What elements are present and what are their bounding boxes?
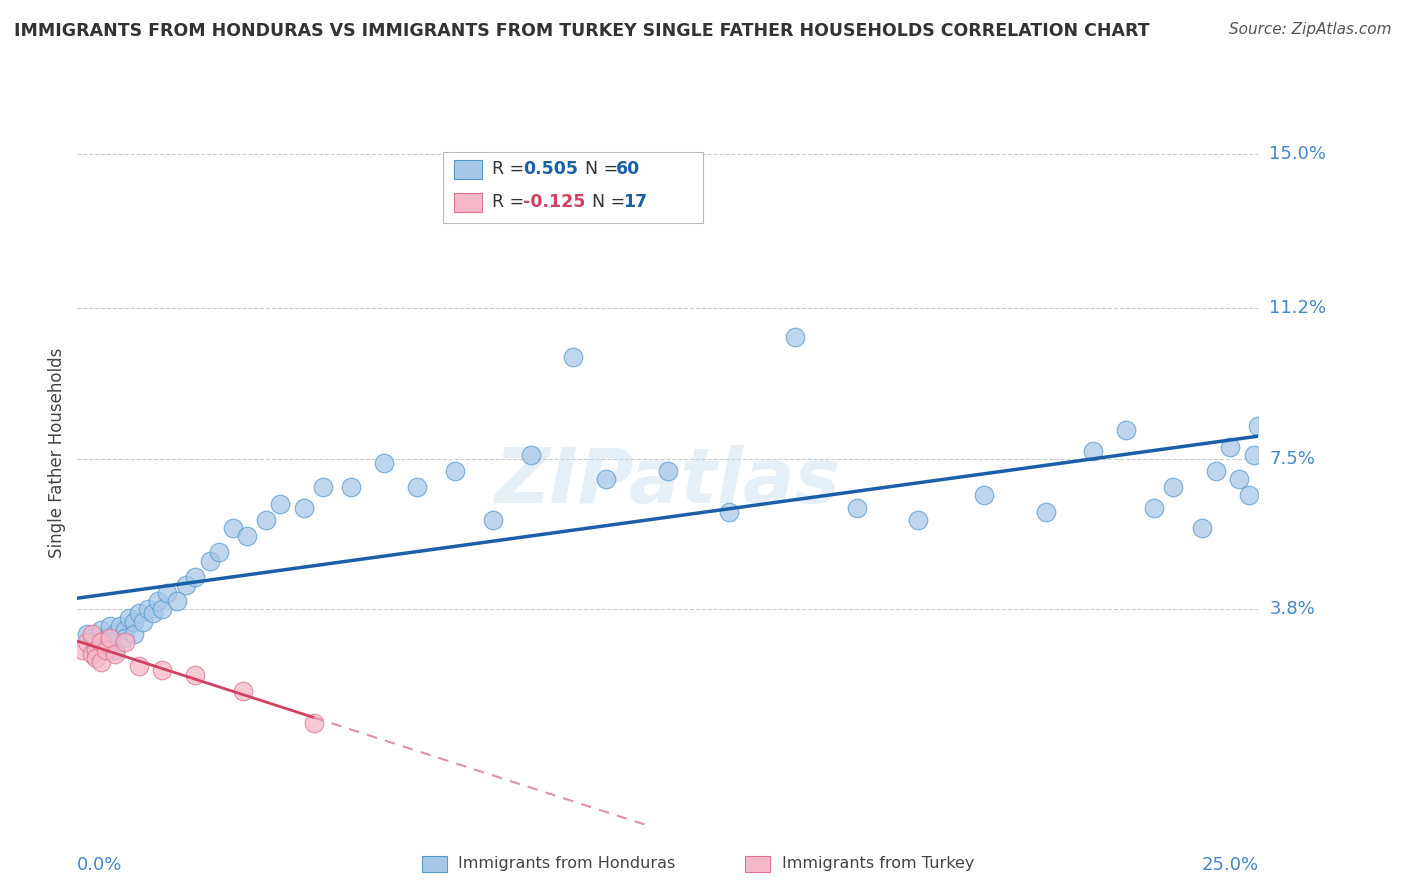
- Point: [208, 545, 231, 559]
- Point: [142, 607, 165, 621]
- Y-axis label: Single Father Households: Single Father Households: [48, 348, 66, 558]
- Point: [907, 513, 929, 527]
- Point: [222, 521, 245, 535]
- Point: [184, 570, 207, 584]
- Point: [108, 618, 131, 632]
- Point: [373, 456, 395, 470]
- Text: ZIPatlas: ZIPatlas: [495, 445, 841, 519]
- Point: [1115, 423, 1137, 437]
- Point: [100, 635, 122, 649]
- Point: [70, 643, 93, 657]
- Point: [156, 586, 179, 600]
- Point: [269, 497, 291, 511]
- Point: [80, 647, 103, 661]
- Point: [1243, 448, 1265, 462]
- Point: [76, 635, 98, 649]
- Point: [236, 529, 259, 543]
- Point: [1229, 472, 1251, 486]
- Point: [104, 627, 127, 641]
- Point: [312, 480, 335, 494]
- Point: [174, 578, 197, 592]
- Point: [482, 513, 505, 527]
- Text: 25.0%: 25.0%: [1201, 855, 1258, 873]
- Point: [1143, 500, 1166, 515]
- Point: [292, 500, 315, 515]
- Point: [128, 659, 150, 673]
- Text: N =: N =: [581, 194, 630, 211]
- Point: [1035, 505, 1057, 519]
- Point: [94, 631, 117, 645]
- Point: [122, 627, 145, 641]
- Text: 7.5%: 7.5%: [1270, 450, 1316, 467]
- Point: [1081, 443, 1104, 458]
- Point: [520, 448, 543, 462]
- Text: R =: R =: [492, 194, 530, 211]
- Text: -0.125: -0.125: [523, 194, 585, 211]
- Text: 11.2%: 11.2%: [1270, 299, 1327, 318]
- Point: [136, 602, 159, 616]
- Point: [595, 472, 617, 486]
- Point: [84, 643, 107, 657]
- Point: [845, 500, 868, 515]
- Text: Immigrants from Honduras: Immigrants from Honduras: [458, 856, 676, 871]
- Point: [184, 667, 207, 681]
- Point: [1247, 419, 1270, 434]
- Point: [340, 480, 363, 494]
- Point: [657, 464, 679, 478]
- Text: Source: ZipAtlas.com: Source: ZipAtlas.com: [1229, 22, 1392, 37]
- Text: R =: R =: [492, 161, 530, 178]
- Point: [132, 615, 155, 629]
- Point: [973, 488, 995, 502]
- Point: [118, 610, 141, 624]
- Text: Immigrants from Turkey: Immigrants from Turkey: [782, 856, 974, 871]
- Text: 3.8%: 3.8%: [1270, 600, 1315, 618]
- Text: IMMIGRANTS FROM HONDURAS VS IMMIGRANTS FROM TURKEY SINGLE FATHER HOUSEHOLDS CORR: IMMIGRANTS FROM HONDURAS VS IMMIGRANTS F…: [14, 22, 1150, 40]
- Point: [785, 329, 807, 343]
- Text: 17: 17: [623, 194, 647, 211]
- Point: [90, 623, 112, 637]
- Point: [406, 480, 429, 494]
- Point: [114, 623, 136, 637]
- Point: [562, 350, 585, 364]
- Point: [1163, 480, 1185, 494]
- Point: [1205, 464, 1227, 478]
- Point: [76, 627, 98, 641]
- Point: [146, 594, 169, 608]
- Point: [90, 639, 112, 653]
- Point: [100, 618, 122, 632]
- Point: [84, 651, 107, 665]
- Point: [1191, 521, 1213, 535]
- Point: [444, 464, 467, 478]
- Point: [84, 635, 107, 649]
- Point: [302, 716, 325, 731]
- Point: [114, 635, 136, 649]
- Point: [128, 607, 150, 621]
- Point: [114, 631, 136, 645]
- Text: 0.505: 0.505: [523, 161, 578, 178]
- Text: 15.0%: 15.0%: [1270, 145, 1326, 162]
- Point: [90, 655, 112, 669]
- Point: [100, 631, 122, 645]
- Point: [104, 643, 127, 657]
- Point: [90, 635, 112, 649]
- Point: [1219, 440, 1241, 454]
- Point: [80, 627, 103, 641]
- Point: [150, 602, 173, 616]
- Point: [254, 513, 277, 527]
- Point: [94, 643, 117, 657]
- Text: 0.0%: 0.0%: [77, 855, 122, 873]
- Point: [80, 631, 103, 645]
- Point: [198, 553, 221, 567]
- Point: [122, 615, 145, 629]
- Point: [232, 683, 254, 698]
- Point: [1237, 488, 1260, 502]
- Point: [718, 505, 741, 519]
- Point: [104, 647, 127, 661]
- Point: [150, 664, 173, 678]
- Text: N =: N =: [574, 161, 623, 178]
- Point: [166, 594, 188, 608]
- Text: 60: 60: [616, 161, 640, 178]
